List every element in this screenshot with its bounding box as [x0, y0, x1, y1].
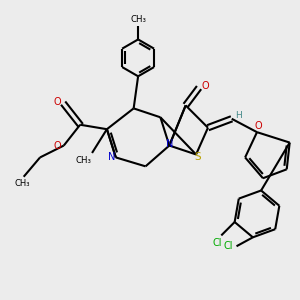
Text: Cl: Cl: [213, 238, 223, 248]
Text: CH₃: CH₃: [14, 179, 30, 188]
Text: O: O: [53, 140, 61, 151]
Text: O: O: [53, 98, 61, 107]
Text: CH₃: CH₃: [130, 15, 146, 24]
Text: O: O: [202, 81, 209, 91]
Text: H: H: [235, 111, 242, 120]
Text: N: N: [166, 139, 173, 149]
Text: N: N: [108, 152, 115, 162]
Text: Cl: Cl: [224, 241, 233, 250]
Text: S: S: [194, 152, 201, 162]
Text: O: O: [255, 121, 262, 130]
Text: CH₃: CH₃: [75, 156, 91, 165]
